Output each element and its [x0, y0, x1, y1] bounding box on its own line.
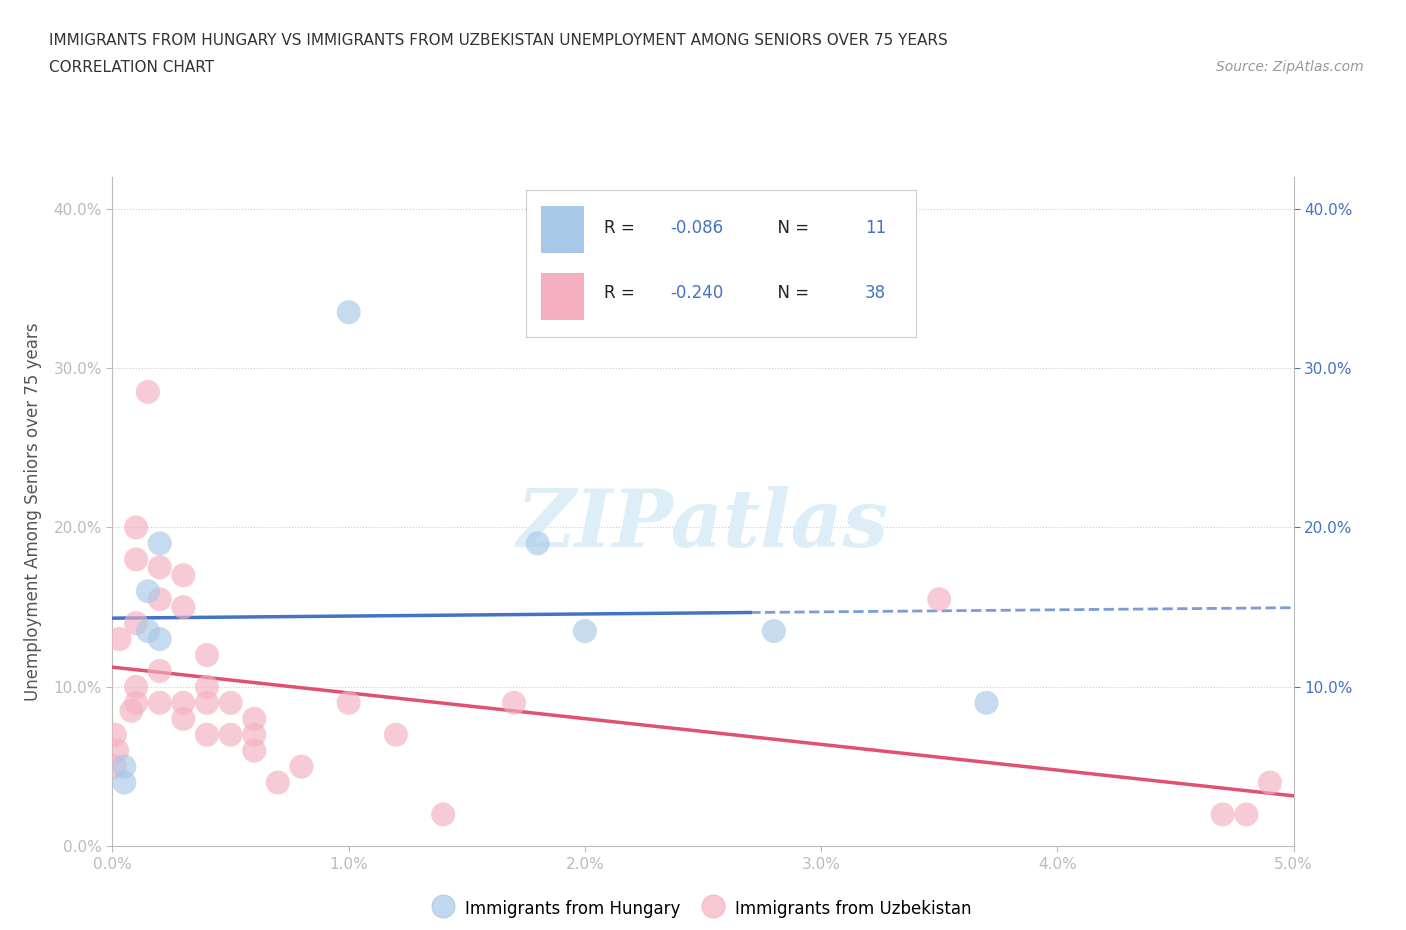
Text: Source: ZipAtlas.com: Source: ZipAtlas.com: [1216, 60, 1364, 74]
Point: [762, 624, 785, 639]
Point: [149, 591, 172, 606]
Point: [385, 727, 408, 742]
Point: [125, 551, 148, 566]
Point: [337, 696, 360, 711]
Point: [503, 696, 526, 711]
Point: [125, 696, 148, 711]
Point: [136, 584, 159, 599]
Point: [105, 743, 128, 758]
Point: [1234, 807, 1257, 822]
Point: [149, 536, 172, 551]
Point: [104, 727, 127, 742]
Point: [149, 631, 172, 646]
Point: [267, 775, 290, 790]
Point: [290, 759, 312, 774]
Point: [120, 703, 142, 718]
Point: [108, 631, 131, 646]
Point: [243, 711, 266, 726]
Point: [125, 680, 148, 695]
Point: [149, 663, 172, 678]
Point: [172, 711, 194, 726]
Point: [1258, 775, 1281, 790]
Point: [195, 696, 218, 711]
Point: [243, 743, 266, 758]
Text: ZIPatlas: ZIPatlas: [517, 486, 889, 564]
Point: [149, 560, 172, 575]
Point: [976, 696, 998, 711]
Point: [526, 536, 548, 551]
Point: [112, 775, 135, 790]
Point: [125, 616, 148, 631]
Point: [574, 624, 596, 639]
Point: [195, 647, 218, 662]
Point: [928, 591, 950, 606]
Point: [104, 759, 127, 774]
Point: [195, 680, 218, 695]
Point: [149, 696, 172, 711]
Point: [136, 384, 159, 399]
Point: [172, 568, 194, 583]
Text: CORRELATION CHART: CORRELATION CHART: [49, 60, 214, 75]
Text: IMMIGRANTS FROM HUNGARY VS IMMIGRANTS FROM UZBEKISTAN UNEMPLOYMENT AMONG SENIORS: IMMIGRANTS FROM HUNGARY VS IMMIGRANTS FR…: [49, 33, 948, 47]
Point: [136, 624, 159, 639]
Point: [219, 727, 242, 742]
Y-axis label: Unemployment Among Seniors over 75 years: Unemployment Among Seniors over 75 years: [24, 323, 42, 700]
Point: [337, 305, 360, 320]
Legend: Immigrants from Hungary, Immigrants from Uzbekistan: Immigrants from Hungary, Immigrants from…: [427, 891, 979, 925]
Point: [172, 696, 194, 711]
Point: [243, 727, 266, 742]
Point: [172, 600, 194, 615]
Point: [432, 807, 454, 822]
Point: [219, 696, 242, 711]
Point: [125, 520, 148, 535]
Point: [1212, 807, 1234, 822]
Point: [112, 759, 135, 774]
Point: [195, 727, 218, 742]
